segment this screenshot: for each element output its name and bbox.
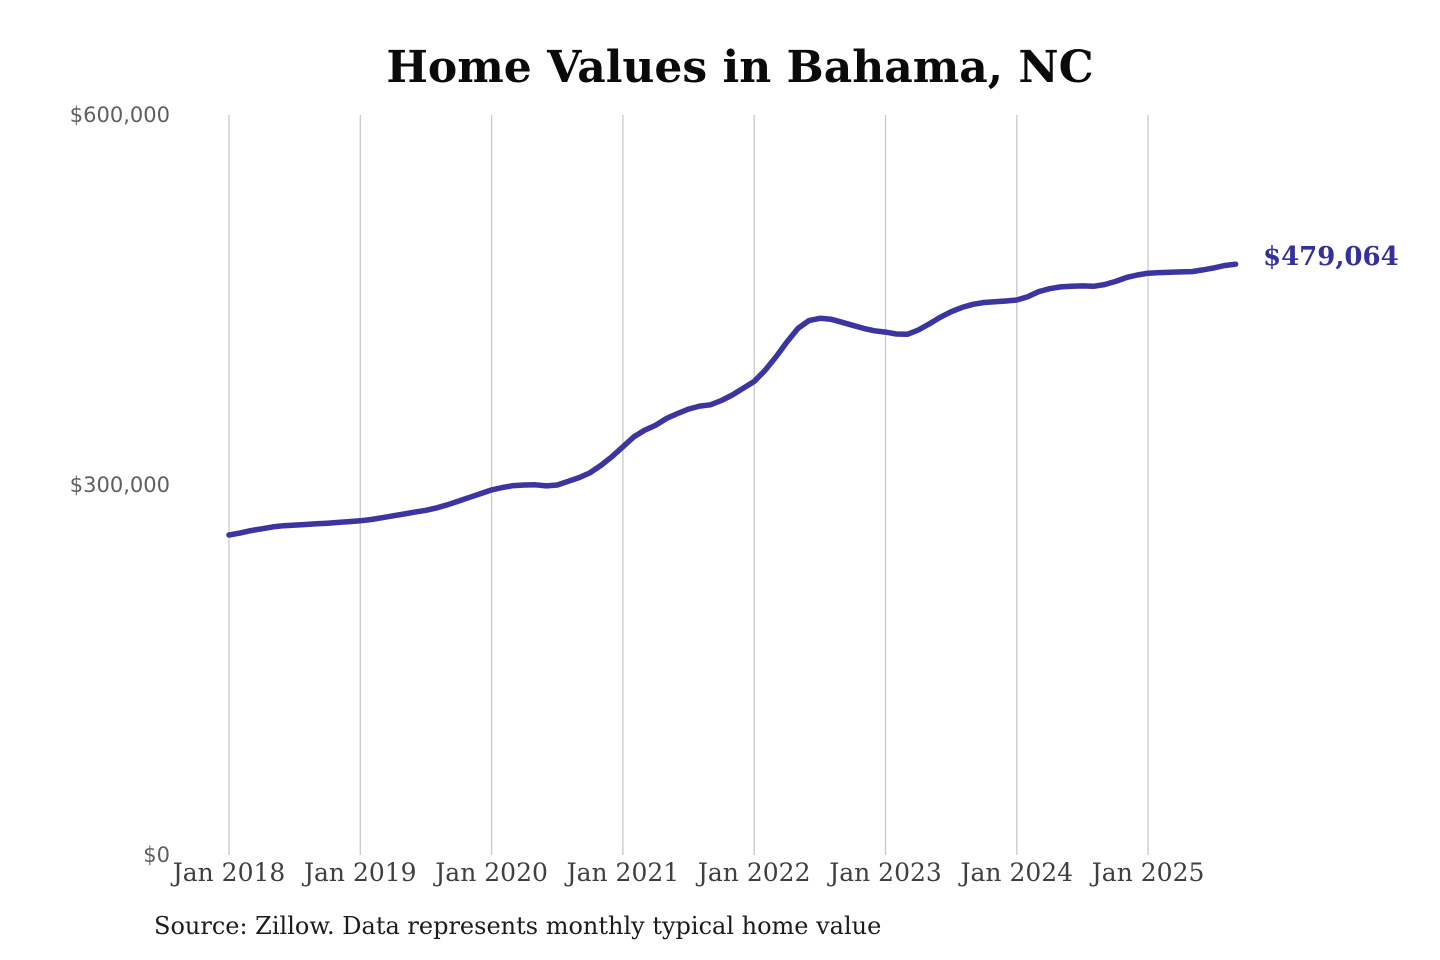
x-tick-label: Jan 2025	[1091, 858, 1205, 887]
y-tick-label: $600,000	[69, 103, 170, 127]
y-tick-label: $0	[143, 843, 170, 867]
home-value-line	[226, 261, 1239, 538]
y-tick-label: $300,000	[69, 473, 170, 497]
x-tick-label: Jan 2019	[303, 858, 417, 887]
source-note: Source: Zillow. Data represents monthly …	[154, 912, 882, 940]
x-tick-label: Jan 2023	[829, 858, 942, 887]
x-tick-label: Jan 2018	[172, 858, 286, 887]
x-tick-label: Jan 2021	[566, 858, 680, 887]
end-value-label: $479,064	[1263, 242, 1399, 273]
x-tick-label: Jan 2022	[697, 858, 811, 887]
x-tick-label: Jan 2024	[960, 858, 1074, 887]
chart-title: Home Values in Bahama, NC	[386, 42, 1094, 93]
x-tick-label: Jan 2020	[435, 858, 548, 887]
